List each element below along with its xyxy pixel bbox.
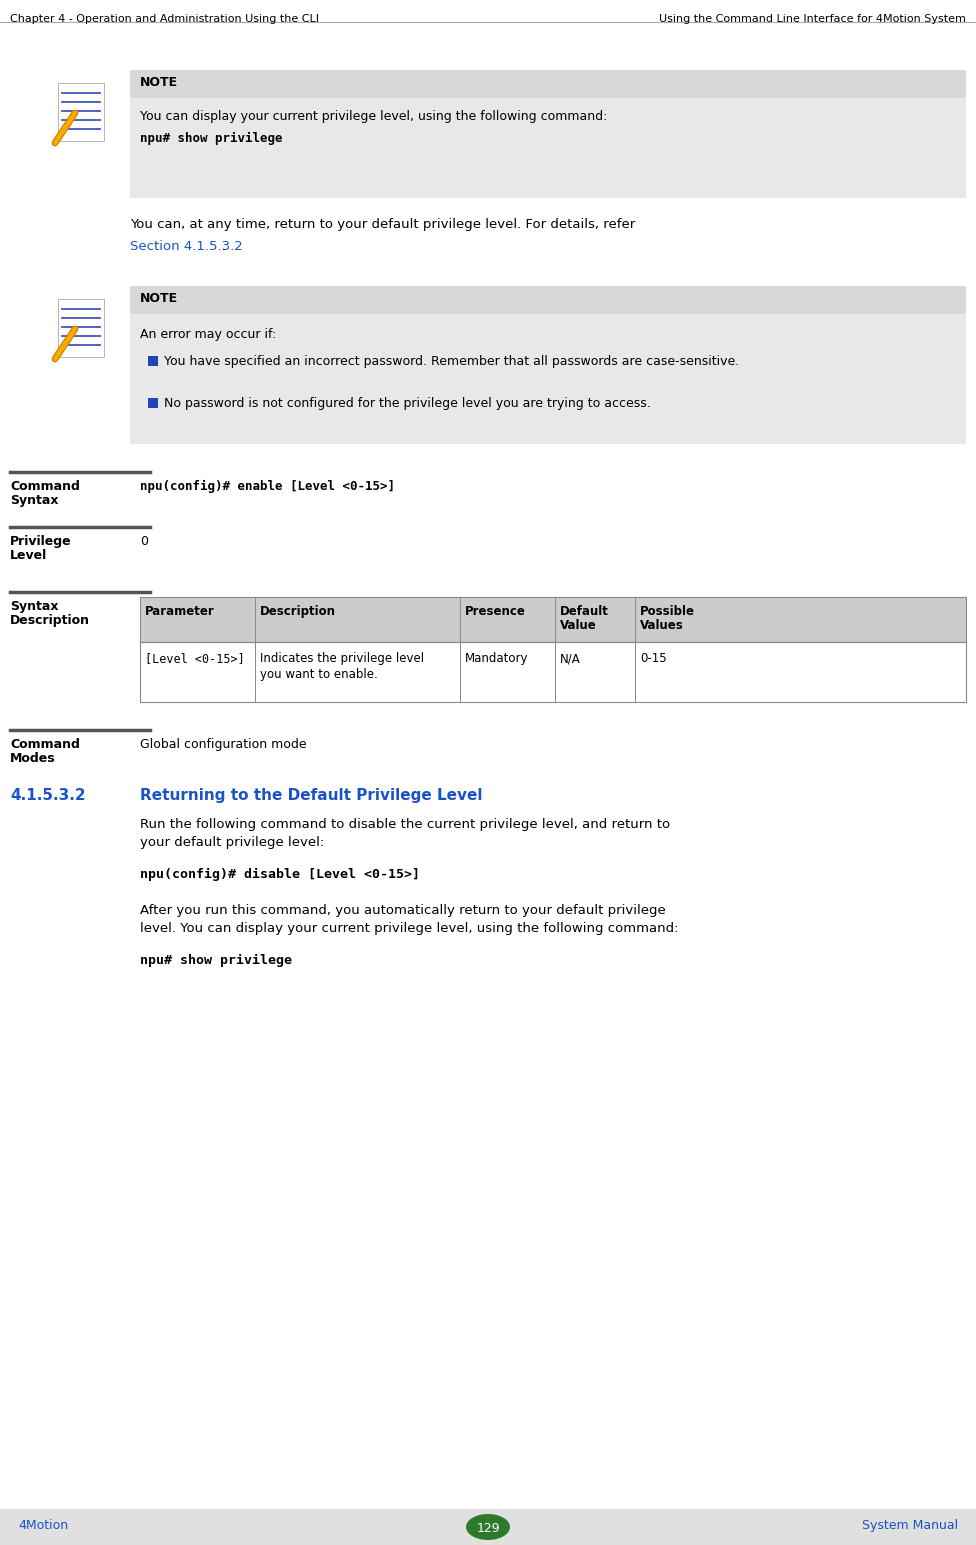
Bar — [140, 643, 966, 701]
Text: NOTE: NOTE — [140, 76, 179, 90]
Text: 4Motion: 4Motion — [18, 1519, 68, 1533]
Text: Command: Command — [10, 739, 80, 751]
Text: npu(config)# enable [Level <0-15>]: npu(config)# enable [Level <0-15>] — [140, 480, 395, 493]
Bar — [0, 1509, 976, 1545]
Text: 129: 129 — [476, 1522, 500, 1536]
Text: NOTE: NOTE — [140, 292, 179, 304]
Text: Presence: Presence — [465, 606, 526, 618]
Bar — [130, 286, 966, 443]
Text: .: . — [222, 239, 226, 253]
Text: Level: Level — [10, 548, 47, 562]
Bar — [130, 70, 966, 198]
Text: Values: Values — [640, 620, 684, 632]
Text: You can display your current privilege level, using the following command:: You can display your current privilege l… — [140, 110, 607, 124]
Bar — [140, 596, 966, 643]
Bar — [58, 300, 104, 357]
Text: Command: Command — [10, 480, 80, 493]
Text: System Manual: System Manual — [862, 1519, 958, 1533]
Text: Global configuration mode: Global configuration mode — [140, 739, 306, 751]
Text: Default: Default — [560, 606, 609, 618]
Text: Syntax: Syntax — [10, 599, 59, 613]
Bar — [130, 286, 966, 314]
Ellipse shape — [466, 1514, 510, 1540]
Text: You have specified an incorrect password. Remember that all passwords are case-s: You have specified an incorrect password… — [164, 355, 739, 368]
Text: level. You can display your current privilege level, using the following command: level. You can display your current priv… — [140, 922, 678, 935]
Text: No password is not configured for the privilege level you are trying to access.: No password is not configured for the pr… — [164, 397, 651, 409]
Text: Run the following command to disable the current privilege level, and return to: Run the following command to disable the… — [140, 817, 671, 831]
Text: Section 4.1.5.3.2: Section 4.1.5.3.2 — [130, 239, 243, 253]
Text: Mandatory: Mandatory — [465, 652, 528, 664]
Text: [Level <0-15>]: [Level <0-15>] — [145, 652, 245, 664]
Text: Description: Description — [10, 613, 90, 627]
Text: You can, at any time, return to your default privilege level. For details, refer: You can, at any time, return to your def… — [130, 218, 635, 232]
Text: npu# show privilege: npu# show privilege — [140, 131, 282, 145]
Text: Description: Description — [260, 606, 336, 618]
Text: 4.1.5.3.2: 4.1.5.3.2 — [10, 788, 86, 803]
Text: Indicates the privilege level: Indicates the privilege level — [260, 652, 425, 664]
Text: npu# show privilege: npu# show privilege — [140, 953, 292, 967]
Text: Using the Command Line Interface for 4Motion System: Using the Command Line Interface for 4Mo… — [659, 14, 966, 25]
Text: Parameter: Parameter — [145, 606, 215, 618]
Text: Modes: Modes — [10, 752, 56, 765]
Text: Returning to the Default Privilege Level: Returning to the Default Privilege Level — [140, 788, 482, 803]
Text: your default privilege level:: your default privilege level: — [140, 836, 324, 850]
Text: 0-15: 0-15 — [640, 652, 667, 664]
Text: An error may occur if:: An error may occur if: — [140, 328, 276, 341]
Text: Possible: Possible — [640, 606, 695, 618]
Bar — [148, 355, 158, 366]
Text: Syntax: Syntax — [10, 494, 59, 507]
Bar — [130, 70, 966, 97]
Text: 0: 0 — [140, 535, 148, 548]
Text: After you run this command, you automatically return to your default privilege: After you run this command, you automati… — [140, 904, 666, 918]
Bar — [148, 399, 158, 408]
Text: npu(config)# disable [Level <0-15>]: npu(config)# disable [Level <0-15>] — [140, 868, 420, 881]
Bar — [58, 83, 104, 141]
Text: Chapter 4 - Operation and Administration Using the CLI: Chapter 4 - Operation and Administration… — [10, 14, 319, 25]
Text: N/A: N/A — [560, 652, 581, 664]
Text: Value: Value — [560, 620, 596, 632]
Text: you want to enable.: you want to enable. — [260, 667, 378, 681]
Text: Privilege: Privilege — [10, 535, 71, 548]
